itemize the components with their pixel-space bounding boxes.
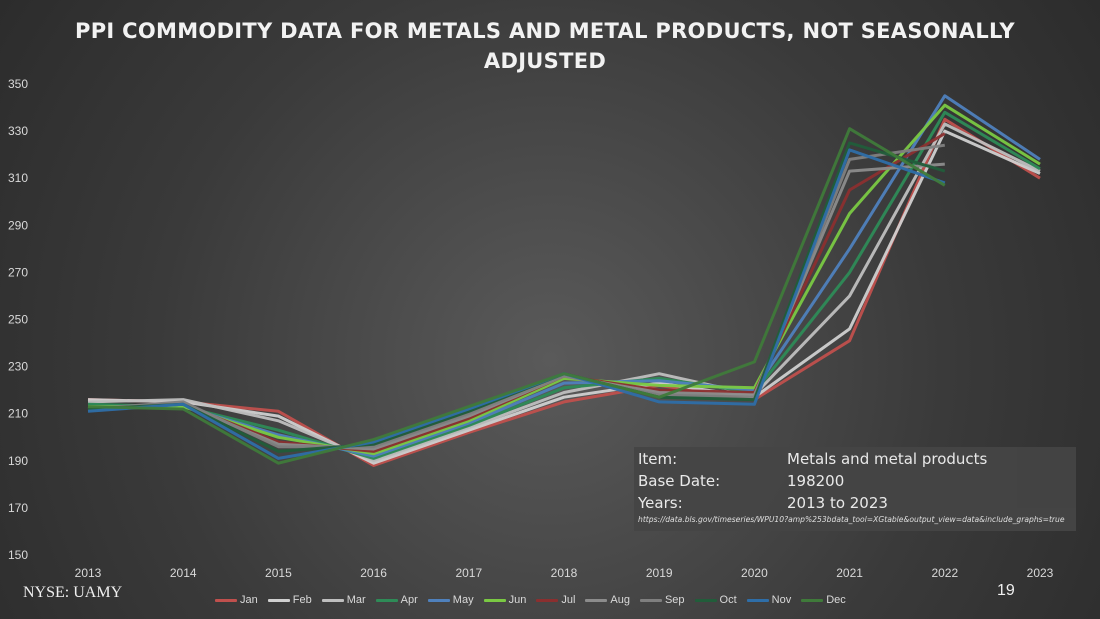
legend-swatch — [375, 598, 398, 602]
info-value: 2013 to 2023 — [787, 494, 888, 512]
series-lines — [87, 94, 1041, 467]
series-line-may — [88, 94, 1041, 458]
x-tick-label: 2023 — [1027, 566, 1054, 580]
chart-legend: Jan Feb Mar Apr May Jun Jul Aug Sep Oct Nov Dec — [215, 592, 856, 608]
y-tick-label: 190 — [8, 454, 28, 468]
x-tick-label: 2015 — [265, 566, 292, 580]
legend-swatch — [801, 598, 824, 602]
legend-item-feb: Feb — [267, 594, 312, 606]
x-tick-label: 2021 — [836, 566, 863, 580]
legend-swatch — [215, 598, 237, 602]
series-line-feb — [87, 129, 1041, 465]
x-tick-label: 2013 — [75, 566, 102, 580]
chart-title: PPI COMMODITY DATA FOR METALS AND METAL … — [75, 19, 1015, 73]
y-tick-label: 210 — [8, 407, 28, 421]
series-line-mar — [87, 122, 1041, 463]
y-tick-label: 230 — [8, 360, 28, 374]
legend-swatch — [746, 598, 769, 602]
legend-swatch — [267, 598, 290, 602]
legend-label: Apr — [400, 594, 418, 606]
page-number: 19 — [997, 582, 1015, 599]
legend-swatch — [321, 598, 344, 602]
x-tick-label: 2020 — [741, 566, 768, 580]
series-line-jan — [87, 117, 1041, 467]
y-tick-label: 250 — [8, 313, 28, 327]
legend-label: Jan — [240, 594, 258, 606]
legend-label: Jul — [561, 594, 576, 606]
y-tick-label: 270 — [8, 265, 28, 279]
legend-item-oct: Oct — [694, 594, 737, 606]
legend-item-jun: Jun — [483, 594, 527, 606]
x-tick-label: 2017 — [455, 566, 482, 580]
y-axis-tick-labels: 150 170 190 210 230 250 270 290 310 330 350 — [8, 77, 28, 562]
info-value: Metals and metal products — [787, 450, 988, 468]
legend-item-dec: Dec — [801, 594, 846, 606]
x-axis-tick-labels: 2013 2014 2015 2016 2017 2018 2019 2020 2021 2022… — [75, 566, 1054, 580]
y-tick-label: 290 — [8, 218, 28, 232]
legend-swatch — [639, 598, 662, 602]
x-tick-label: 2022 — [931, 566, 958, 580]
legend-label: Sep — [664, 594, 685, 606]
y-tick-label: 170 — [8, 501, 28, 515]
legend-swatch — [536, 598, 559, 602]
legend-item-may: May — [427, 594, 474, 606]
legend-label: Feb — [292, 594, 312, 606]
info-value: 198200 — [787, 472, 845, 490]
series-line-apr — [87, 110, 1041, 460]
legend-label: Mar — [346, 594, 366, 606]
y-tick-label: 350 — [8, 77, 28, 91]
legend-swatch — [427, 598, 450, 602]
info-key: Item: — [638, 450, 678, 468]
x-tick-label: 2016 — [360, 566, 387, 580]
info-key: Base Date: — [638, 472, 721, 490]
legend-item-jul: Jul — [536, 594, 575, 606]
legend-label: Dec — [826, 594, 846, 606]
legend-swatch — [483, 598, 506, 602]
info-box: Item: Metals and metal products Base Dat… — [634, 447, 1076, 531]
x-tick-label: 2018 — [551, 566, 578, 580]
legend-swatch — [585, 598, 608, 602]
y-tick-label: 310 — [8, 171, 28, 185]
legend-label: Jun — [508, 594, 527, 606]
legend-label: Nov — [771, 594, 792, 606]
legend-swatch — [694, 598, 717, 602]
legend-item-mar: Mar — [321, 594, 366, 606]
legend-label: May — [452, 594, 474, 606]
source-url[interactable]: https://data.bls.gov/timeseries/WPU10?am… — [638, 515, 1065, 524]
x-tick-label: 2019 — [646, 566, 673, 580]
legend-item-apr: Apr — [375, 594, 418, 606]
legend-label: Oct — [719, 594, 737, 606]
legend-label: Aug — [610, 594, 630, 606]
ticker-label: NYSE: UAMY — [23, 584, 123, 601]
info-key: Years: — [638, 494, 683, 512]
series-line-dec — [87, 127, 946, 465]
legend-item-nov: Nov — [746, 594, 792, 606]
legend-item-jan: Jan — [215, 594, 258, 606]
y-tick-label: 150 — [8, 548, 28, 562]
y-tick-label: 330 — [8, 124, 28, 138]
legend-item-sep: Sep — [639, 594, 685, 606]
series-line-jun — [88, 103, 1041, 456]
x-tick-label: 2014 — [170, 566, 197, 580]
legend-item-aug: Aug — [585, 594, 630, 606]
